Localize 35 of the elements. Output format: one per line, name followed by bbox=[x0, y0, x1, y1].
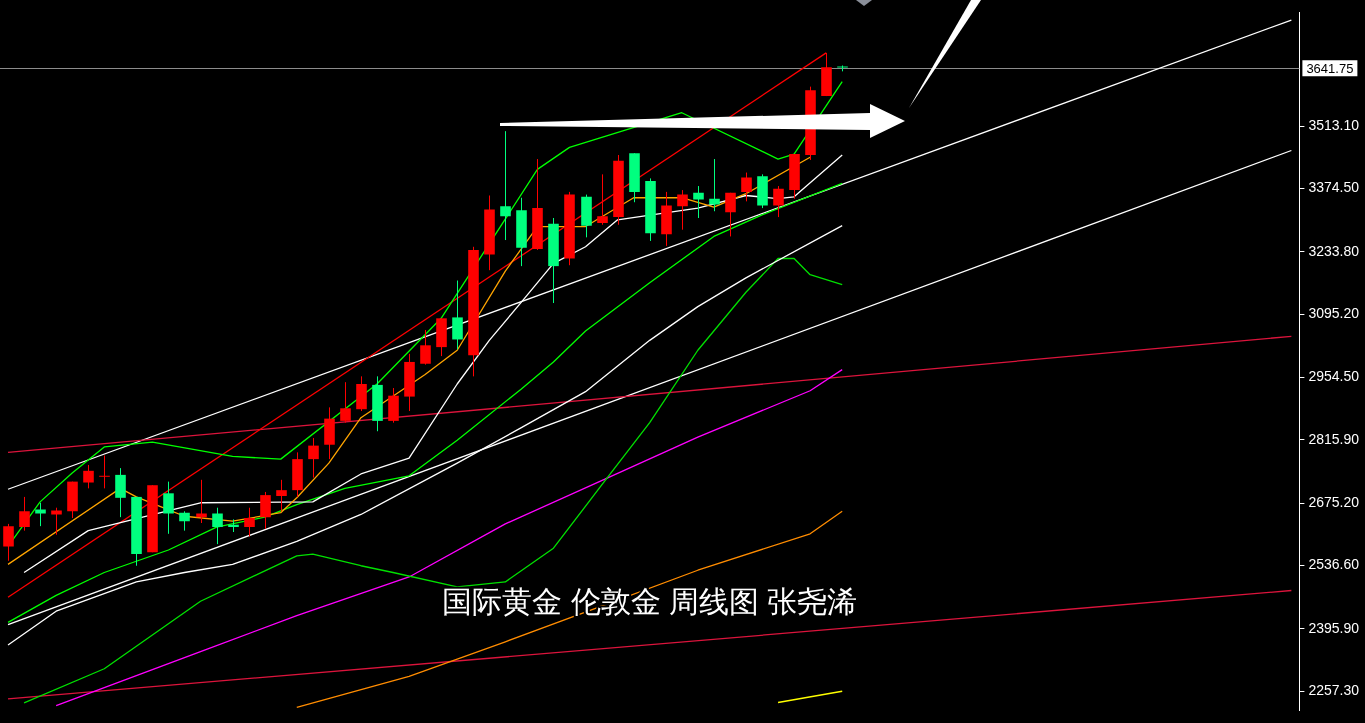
y-tick-label: 2954.50 bbox=[1308, 368, 1360, 385]
candlestick bbox=[693, 185, 704, 219]
candlestick bbox=[452, 280, 463, 350]
y-tick-label: 3233.80 bbox=[1308, 242, 1360, 259]
y-tick-label: 2395.90 bbox=[1308, 619, 1360, 636]
candlestick bbox=[244, 507, 255, 537]
candlestick bbox=[500, 130, 511, 241]
candlestick bbox=[163, 481, 174, 535]
y-tick-label: 3095.20 bbox=[1308, 305, 1360, 322]
y-tick-label: 2257.30 bbox=[1308, 681, 1360, 698]
candlestick bbox=[276, 479, 287, 512]
candlestick bbox=[741, 172, 752, 202]
candlestick bbox=[83, 464, 94, 489]
y-tick-label: 3374.50 bbox=[1308, 179, 1360, 196]
candlestick bbox=[212, 507, 223, 545]
ref-line-label: 3641.75 bbox=[1306, 60, 1354, 76]
candlestick bbox=[725, 192, 736, 237]
y-tick-label: 3513.10 bbox=[1308, 117, 1360, 134]
candlestick bbox=[51, 507, 62, 536]
candlestick bbox=[35, 502, 46, 527]
candlestick bbox=[597, 173, 608, 226]
candlestick bbox=[677, 189, 688, 231]
candlestick bbox=[308, 437, 319, 479]
candlestick bbox=[3, 523, 14, 562]
candlestick bbox=[99, 455, 110, 489]
candlestick bbox=[179, 510, 190, 532]
candlestick bbox=[420, 329, 431, 366]
candlestick bbox=[773, 185, 784, 218]
y-tick-label: 2536.60 bbox=[1308, 556, 1360, 573]
y-tick-label: 2815.90 bbox=[1308, 430, 1360, 447]
candlestick bbox=[19, 496, 30, 532]
candlestick bbox=[115, 467, 126, 518]
candlestick bbox=[340, 381, 351, 424]
candlestick bbox=[260, 491, 271, 530]
y-tick-label: 2675.20 bbox=[1308, 493, 1360, 510]
